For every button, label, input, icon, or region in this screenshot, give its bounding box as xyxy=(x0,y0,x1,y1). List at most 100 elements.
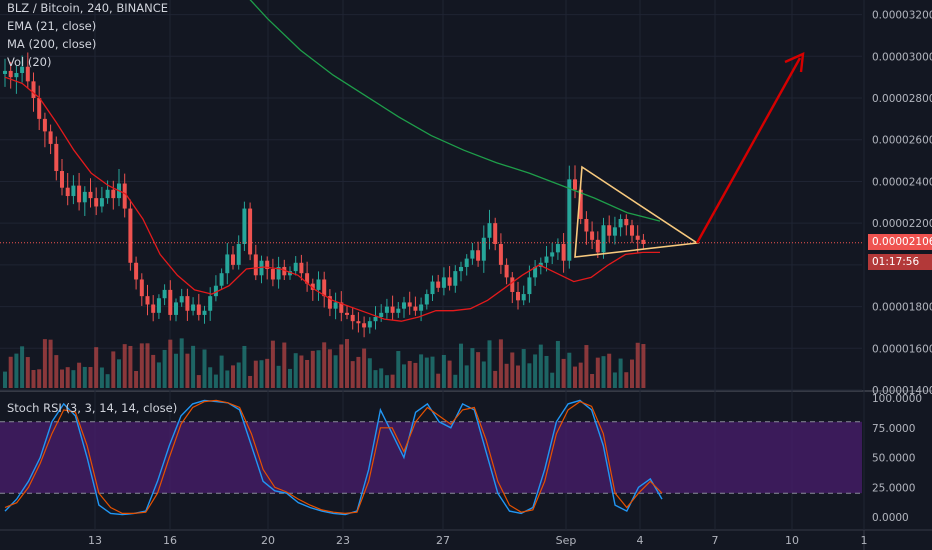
candle-body xyxy=(82,191,87,203)
volume-bar xyxy=(453,374,458,388)
last-price-badge: 0.00002106 xyxy=(868,234,932,250)
candle-body xyxy=(270,269,275,280)
volume-bar xyxy=(288,368,292,388)
candle-body xyxy=(168,289,173,315)
candle-body xyxy=(595,239,600,253)
candle-body xyxy=(413,306,418,311)
x-tick-label: 4 xyxy=(637,534,644,547)
volume-bar xyxy=(248,375,253,388)
candle-body xyxy=(345,312,349,315)
volume-bar xyxy=(60,369,64,388)
candle-body xyxy=(430,281,435,295)
candle-body xyxy=(390,306,395,313)
y-tick-label: 0.00003200 xyxy=(872,10,932,22)
candle-body xyxy=(441,277,446,288)
ma-line xyxy=(249,0,661,222)
volume-bar xyxy=(367,358,372,388)
volume-bar xyxy=(630,359,634,388)
candle-body xyxy=(339,302,344,313)
y-tick-label: 0.00002200 xyxy=(872,218,932,230)
candle-body xyxy=(225,254,230,274)
candle-body xyxy=(259,260,264,276)
candle-body xyxy=(14,72,19,78)
candle-body xyxy=(42,118,47,132)
candle-body xyxy=(77,185,82,203)
candle-body xyxy=(453,271,458,286)
volume-bar xyxy=(25,357,30,388)
candle-body xyxy=(550,252,555,257)
candle-body xyxy=(99,198,104,207)
volume-bar xyxy=(37,369,42,388)
volume-bar xyxy=(538,344,543,388)
x-tick-label: 10 xyxy=(785,534,799,547)
y-tick-label: 0.00001800 xyxy=(872,302,932,314)
candle-body xyxy=(436,281,441,288)
candle-body xyxy=(356,321,361,324)
candle-body xyxy=(504,264,509,278)
volume-bar xyxy=(88,367,93,388)
volume-bar xyxy=(134,370,139,388)
volume-bar xyxy=(242,345,247,388)
volume-bar xyxy=(231,365,235,388)
volume-bar xyxy=(151,354,156,388)
volume-bar xyxy=(356,356,361,388)
volume-bar xyxy=(430,356,435,388)
volume-bar xyxy=(544,355,549,388)
candle-body xyxy=(538,262,543,267)
volume-bar xyxy=(555,340,560,388)
candle-body xyxy=(498,244,503,265)
candle-body xyxy=(533,266,538,278)
volume-bar xyxy=(504,363,509,388)
candle-body xyxy=(607,225,612,236)
projection-arrow-shaft xyxy=(695,57,802,244)
candle-body xyxy=(555,244,560,253)
legend-volume[interactable]: Vol (20) xyxy=(7,55,52,69)
volume-bar xyxy=(179,338,184,388)
y-tick-label: 0.00003000 xyxy=(872,51,932,63)
volume-bar xyxy=(99,367,104,388)
volume-bar xyxy=(396,351,401,388)
candle-body xyxy=(419,304,424,311)
y-tick-label: 0.00002800 xyxy=(872,93,932,105)
candle-body xyxy=(396,308,401,313)
volume-bar xyxy=(265,358,270,388)
volume-bar xyxy=(253,360,258,388)
osc-tick-label: 100.0000 xyxy=(872,393,922,405)
candle-body xyxy=(253,254,258,276)
y-tick-label: 0.00001600 xyxy=(872,343,932,355)
candle-body xyxy=(367,321,372,328)
volume-bar xyxy=(128,345,133,388)
candle-body xyxy=(350,314,355,322)
volume-bar xyxy=(578,362,583,388)
volume-bar xyxy=(14,353,19,388)
legend-stoch-rsi[interactable]: Stoch RSI (3, 3, 14, 14, close) xyxy=(7,401,178,415)
osc-tick-label: 75.0000 xyxy=(872,423,915,435)
candle-body xyxy=(54,143,59,172)
candle-body xyxy=(151,304,156,313)
symbol-title[interactable]: BLZ / Bitcoin, 240, BINANCE xyxy=(7,1,169,15)
candle-body xyxy=(573,179,577,190)
volume-bar xyxy=(516,365,520,388)
volume-bar xyxy=(282,342,287,388)
volume-bar xyxy=(111,351,116,388)
candle-body xyxy=(464,258,469,267)
legend-ma[interactable]: MA (200, close) xyxy=(7,37,97,51)
candle-body xyxy=(544,256,549,263)
volume-bar xyxy=(561,358,566,388)
candle-body xyxy=(202,310,207,315)
candle-body xyxy=(265,260,270,270)
volume-bar xyxy=(139,343,144,388)
candle-body xyxy=(191,304,196,311)
volume-bar xyxy=(510,352,515,388)
candle-body xyxy=(516,291,520,301)
candle-body xyxy=(487,223,492,238)
legend-ema[interactable]: EMA (21, close) xyxy=(7,19,97,33)
candle-body xyxy=(213,285,218,297)
volume-bar xyxy=(424,357,429,388)
volume-bar xyxy=(493,370,498,388)
volume-bar xyxy=(339,344,344,388)
candle-body xyxy=(481,237,486,261)
volume-bar xyxy=(174,353,178,388)
candle-body xyxy=(362,323,367,328)
